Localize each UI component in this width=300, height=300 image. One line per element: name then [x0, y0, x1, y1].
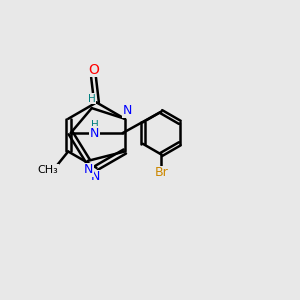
Text: CH₃: CH₃	[38, 165, 58, 175]
Text: Br: Br	[154, 167, 168, 179]
Text: O: O	[88, 63, 99, 77]
Text: N: N	[84, 163, 93, 176]
Text: N: N	[122, 104, 132, 117]
Text: H: H	[88, 94, 96, 103]
Text: N: N	[91, 170, 101, 183]
Text: N: N	[90, 127, 99, 140]
Text: H: H	[91, 120, 98, 130]
